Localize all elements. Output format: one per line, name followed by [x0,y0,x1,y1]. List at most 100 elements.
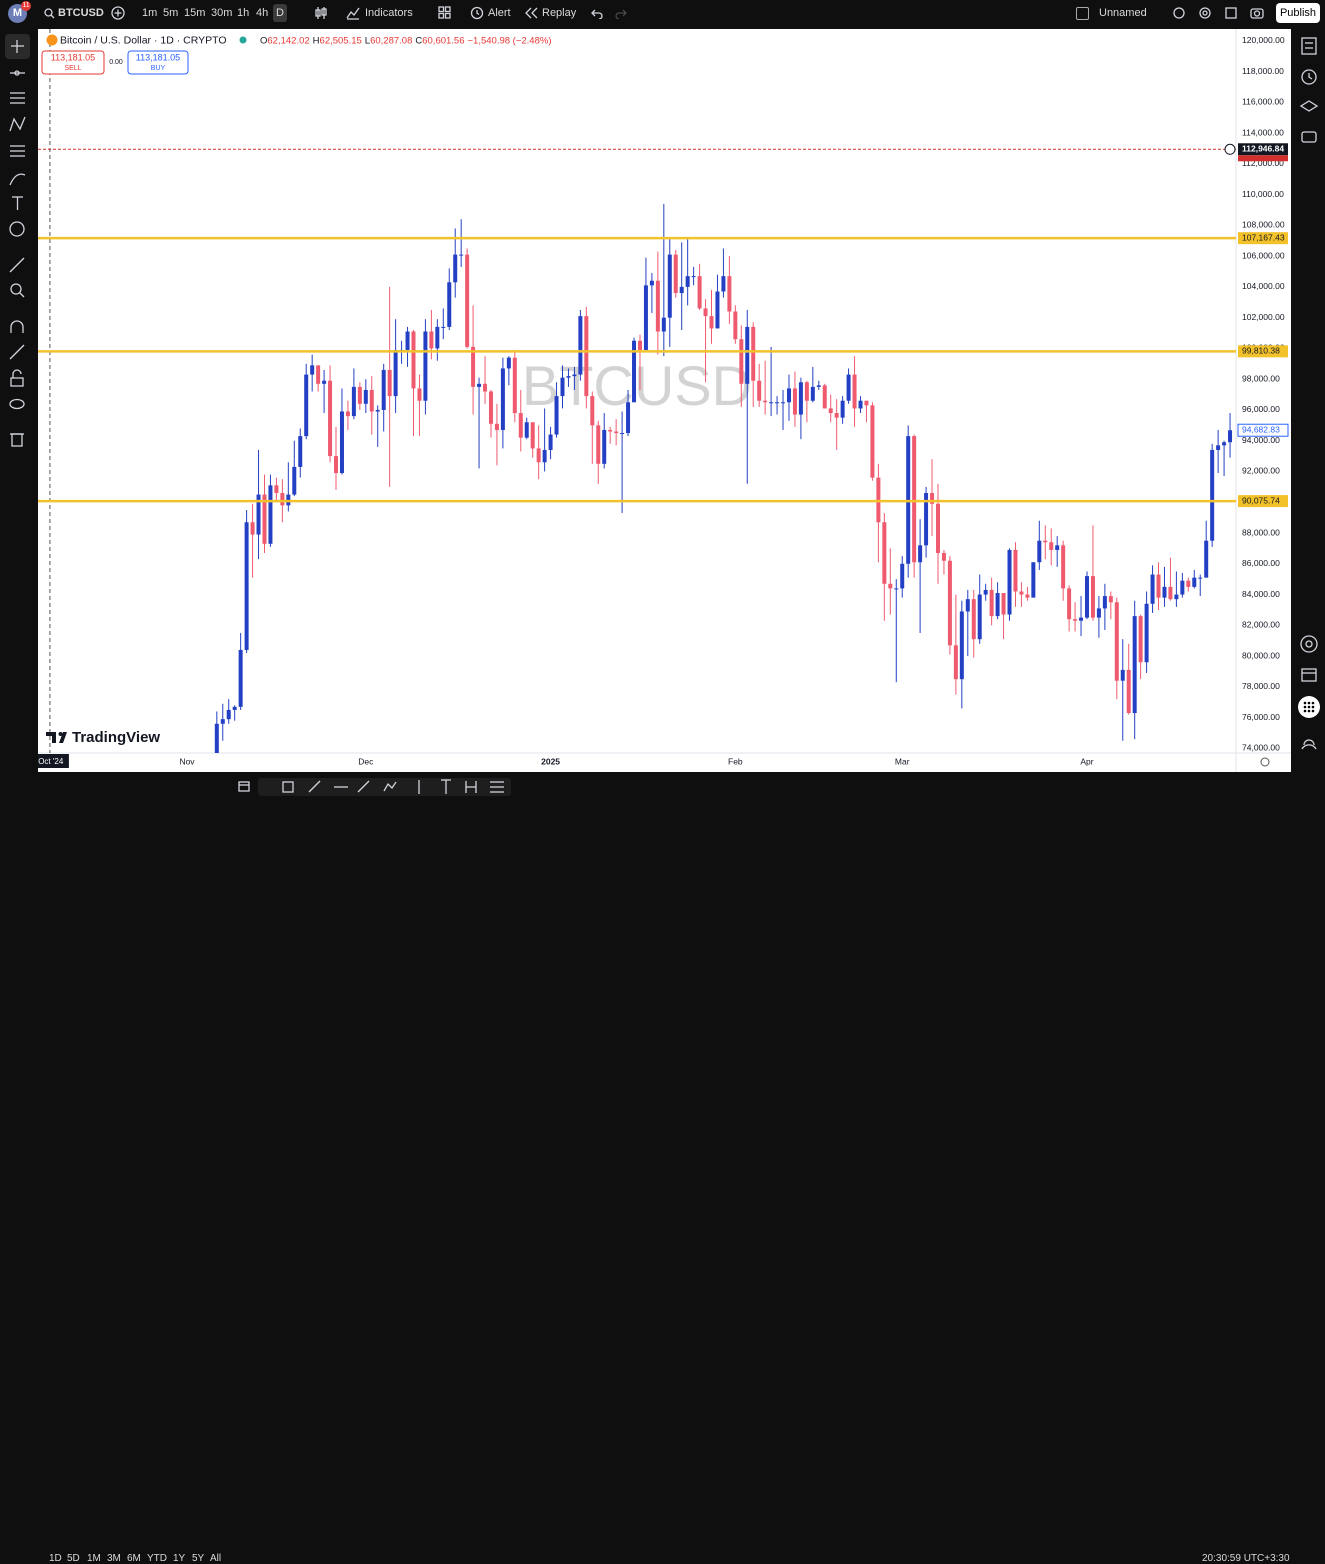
templates-icon[interactable] [438,6,451,19]
y-tick-label: 96,000.00 [1242,404,1280,414]
drawing-toolbar [5,34,30,447]
level-label: 112,946.84 [1242,144,1284,154]
candle-body [304,374,309,437]
candle-body [477,383,482,387]
candle-body [596,425,601,464]
indicators-button[interactable]: Indicators [365,7,413,19]
range-button[interactable]: YTD [147,1553,167,1564]
candle-body [810,386,815,401]
candle-body [1007,549,1012,615]
level-label-box [1238,143,1288,156]
alert-button[interactable]: Alert [488,7,511,19]
candle-body [769,402,774,404]
last-price-label: 94,682.83 [1242,424,1280,434]
add-alert-icon[interactable] [1224,143,1236,155]
interval-button[interactable]: 30m [211,7,233,19]
chart-type-icon[interactable] [314,6,328,20]
publish-button[interactable]: Publish [1276,3,1320,23]
buy-button[interactable] [127,50,189,75]
candle-body [280,493,285,506]
bottom-tools [238,778,511,796]
candle-body [739,339,744,384]
y-tick-label: 106,000.00 [1242,250,1285,260]
candle-body [1192,577,1197,587]
candle-body [679,286,684,294]
top-toolbar: M 11 BTCUSD 1m 5m 15m 30m 1h 4h D Indicators A… [0,0,1325,27]
y-tick-label: 98,000.00 [1242,373,1280,383]
y-tick-label: 80,000.00 [1242,650,1280,660]
y-tick-label: 94,000.00 [1242,435,1280,445]
candle-body [471,346,476,387]
candle-body [1114,602,1119,681]
candle-body [912,436,917,563]
interval-button[interactable]: 5m [163,7,179,19]
y-tick-label: 112,000.00 [1242,158,1284,168]
candle-body [1084,576,1089,618]
range-button[interactable]: 6M [127,1553,141,1564]
interval-button[interactable]: 1m [142,7,158,19]
candle-body [1090,576,1095,618]
y-tick-label: 120,000.00 [1242,35,1285,45]
interval-button[interactable]: 1h [237,7,250,19]
candle-body [792,388,797,415]
indicators-icon[interactable] [346,6,360,20]
ohlc-change: −1,540.98 (−2.48%) [468,35,552,46]
y-tick-label: 86,000.00 [1242,558,1280,568]
candle-body [1043,540,1048,543]
y-tick-label: 102,000.00 [1242,312,1285,322]
candle-body [822,385,827,409]
compare-icon[interactable] [111,6,125,20]
range-button[interactable]: 5D [67,1553,80,1564]
candle-body [763,400,768,403]
symbol[interactable]: BTCUSD [58,7,104,19]
candle-body [345,411,350,417]
y-tick-label: 116,000.00 [1242,97,1284,107]
candle-body [590,396,595,426]
search-icon[interactable] [44,8,55,19]
candle-body [697,276,702,309]
interval-button[interactable]: 4h [256,7,269,19]
alert-icon[interactable] [470,6,484,20]
replay-button[interactable]: Replay [542,7,577,19]
logo: TradingView [46,729,160,746]
layout-name[interactable]: Unnamed [1099,7,1147,19]
candle-body [721,276,726,292]
candle-body [256,494,261,535]
layout-checkbox[interactable] [1076,7,1089,20]
candle-body [733,311,738,340]
x-tick-label: 2025 [541,756,560,766]
candle-body [1055,545,1060,550]
x-tick-label: Mar [895,756,910,766]
candle-body [542,449,547,463]
undo-redo[interactable] [590,7,630,19]
candle-body [214,723,219,753]
buy-price: 113,181.05 [136,52,180,62]
range-button[interactable]: 1Y [173,1553,186,1564]
candle-body [334,456,339,474]
candle-body [578,316,583,375]
settings-icon[interactable] [1260,757,1270,767]
ohlc-key: L [365,35,370,46]
right-sidebar [1298,37,1320,750]
candle-body [643,285,648,350]
interval-button[interactable]: 15m [184,7,206,19]
candle-body [703,308,708,317]
candle-body [441,326,446,328]
candle-body [310,365,315,375]
range-button[interactable]: 5Y [192,1553,205,1564]
range-button[interactable]: 3M [107,1553,121,1564]
interval-button[interactable]: D [273,4,287,22]
sell-button[interactable] [41,50,105,75]
range-button[interactable]: 1D [49,1553,62,1564]
candle-body [995,593,1000,617]
candle-body [781,402,786,404]
candle-body [500,368,505,430]
replay-icon[interactable] [525,7,538,19]
buy-label: BUY [151,65,166,72]
range-button[interactable]: 1M [87,1553,101,1564]
range-button[interactable]: All [210,1553,222,1564]
legend: Bitcoin / U.S. Dollar · 1D · CRYPTO O62,… [46,34,552,46]
candle-body [506,357,511,369]
y-tick-label: 74,000.00 [1242,743,1280,753]
candle-body [888,583,893,589]
